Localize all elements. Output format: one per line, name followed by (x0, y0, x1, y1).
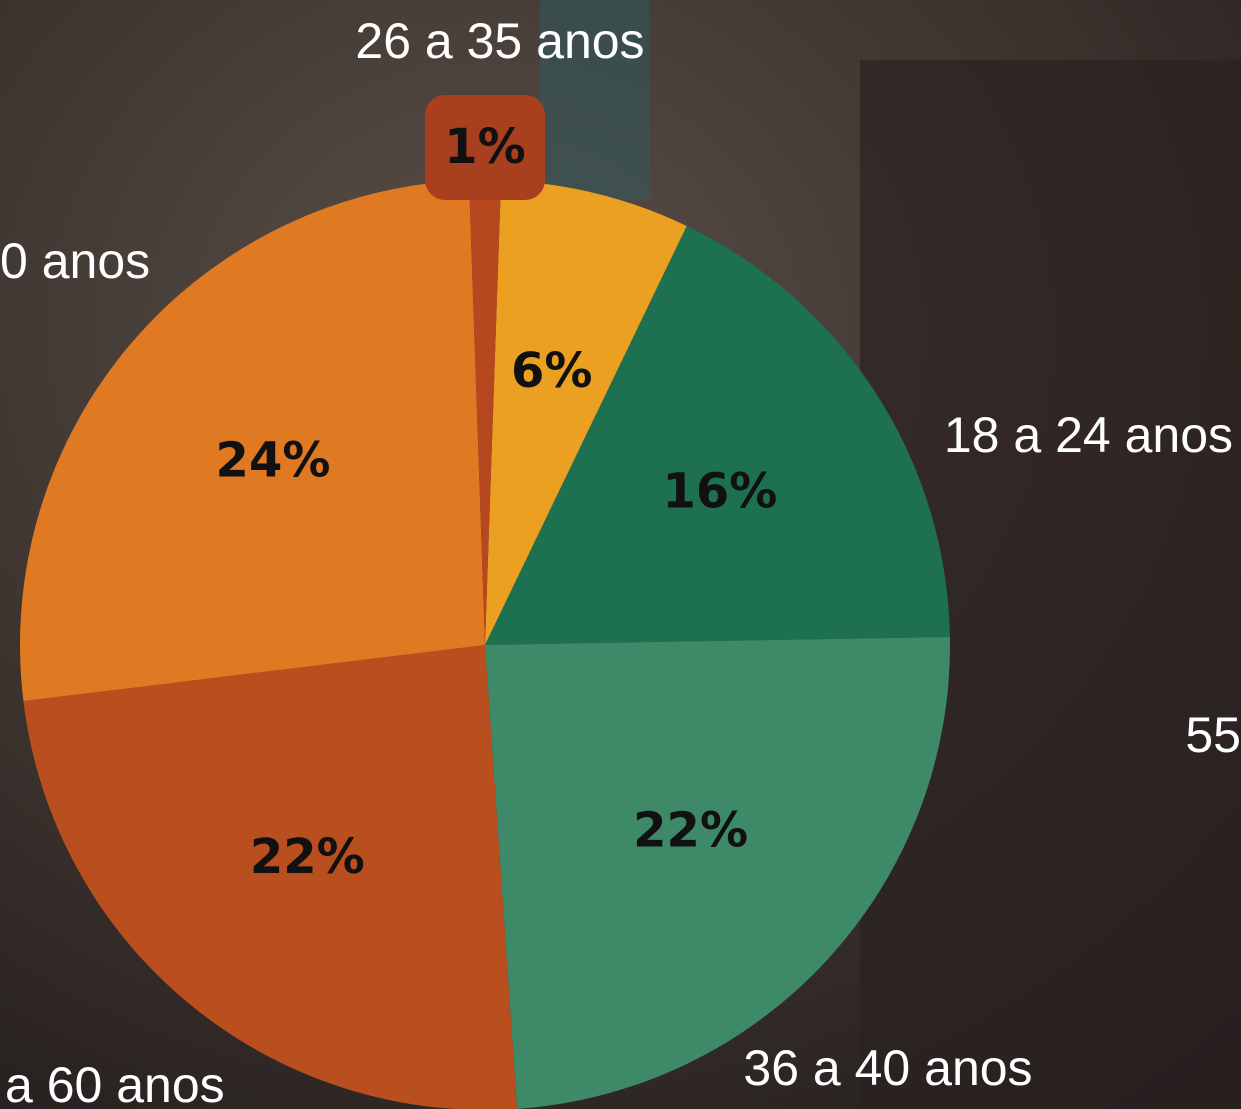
labels: 6% 16% 22% 22% 24% 1% 26 a 35 anos 0 anos 18 a 2… (0, 13, 1241, 1109)
pie-slice (23, 645, 518, 1109)
value-label: 1% (444, 119, 526, 175)
pie-slice (485, 636, 950, 1109)
value-label: 6% (511, 343, 593, 399)
pie-slice (485, 226, 950, 645)
background-figure (540, 0, 650, 200)
value-label: 24% (216, 433, 331, 489)
annotation: 0 anos (0, 233, 150, 289)
value-label: 22% (633, 803, 748, 859)
annotation: a 60 anos (5, 1057, 225, 1109)
pie-slice (468, 180, 502, 645)
annotation: 55 (1185, 707, 1241, 763)
annotation: 26 a 35 anos (355, 13, 644, 69)
pie (20, 180, 950, 1109)
annotation: 18 a 24 anos (944, 407, 1233, 463)
value-label: 16% (663, 464, 778, 520)
pie-slice (20, 180, 485, 702)
value-label-box (425, 95, 545, 200)
annotation: 36 a 40 anos (743, 1040, 1032, 1096)
value-label: 22% (250, 829, 365, 885)
pie-slice (485, 180, 687, 645)
